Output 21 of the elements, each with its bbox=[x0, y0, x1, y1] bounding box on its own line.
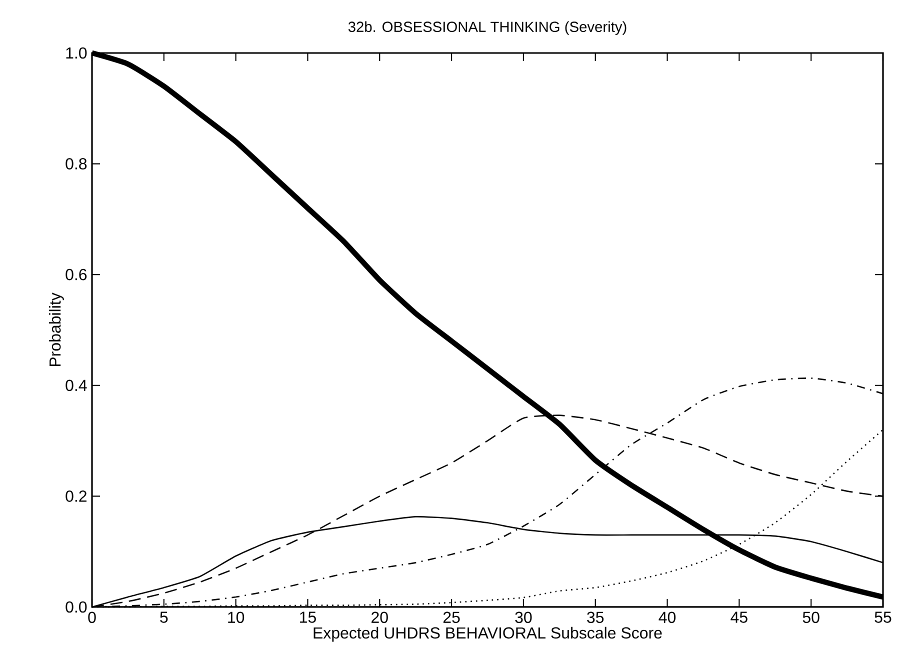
x-tick-label: 50 bbox=[802, 612, 820, 624]
y-tick-label: 0.0 bbox=[66, 601, 87, 613]
y-axis-title: Probability bbox=[48, 292, 64, 366]
y-tick-label: 0.4 bbox=[66, 380, 87, 392]
x-tick-label: 10 bbox=[228, 612, 244, 624]
x-axis-title: Expected UHDRS BEHAVIORAL Subscale Score bbox=[314, 626, 662, 642]
x-tick-label: 20 bbox=[372, 612, 388, 624]
x-tick-label: 15 bbox=[300, 612, 316, 623]
chart-title: 32b. OBSESSIONAL THINKING (Severity) bbox=[348, 21, 626, 35]
x-tick-label: 25 bbox=[443, 612, 460, 624]
y-tick-label: 1.0 bbox=[66, 47, 87, 59]
y-tick-label: 0.8 bbox=[66, 158, 87, 170]
x-tick-label: 30 bbox=[515, 612, 532, 624]
y-tick-label: 0.2 bbox=[66, 490, 86, 502]
x-tick-label: 40 bbox=[658, 612, 676, 624]
x-tick-label: 55 bbox=[874, 612, 892, 623]
x-tick-label: 0 bbox=[88, 612, 96, 624]
x-tick-label: 35 bbox=[587, 612, 604, 624]
y-tick-label: 0.6 bbox=[66, 268, 87, 280]
x-tick-label: 45 bbox=[730, 612, 748, 623]
x-tick-label: 5 bbox=[160, 612, 168, 623]
